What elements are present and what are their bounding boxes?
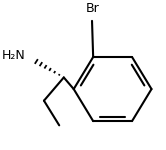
Text: H₂N: H₂N [2, 49, 26, 62]
Text: Br: Br [86, 2, 100, 15]
